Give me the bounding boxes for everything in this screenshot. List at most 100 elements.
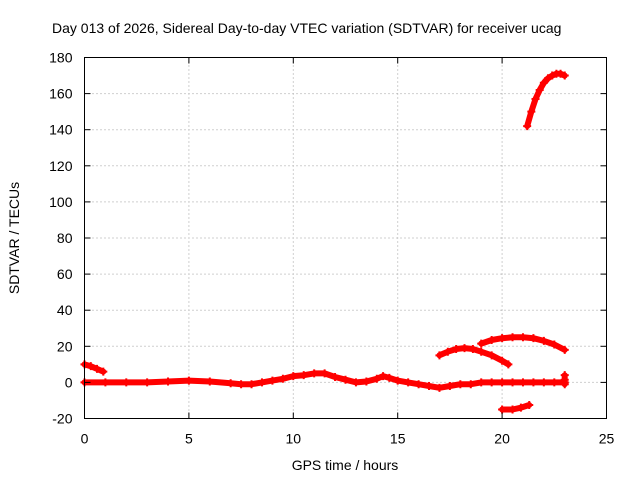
x-tick-label: 25 — [599, 431, 615, 447]
x-axis-label: GPS time / hours — [292, 457, 399, 473]
series-end-spike — [560, 371, 569, 389]
data-point — [508, 405, 517, 414]
data-point — [445, 382, 454, 391]
series-arc-a-line — [436, 345, 512, 368]
data-point — [268, 376, 277, 385]
data-point — [331, 372, 340, 381]
data-point — [498, 334, 507, 343]
data-point — [122, 378, 131, 387]
x-tick-label: 5 — [185, 431, 193, 447]
data-point — [385, 373, 394, 382]
y-tick-label: -20 — [52, 411, 72, 427]
data-point — [508, 378, 517, 387]
x-tick-label: 15 — [390, 431, 406, 447]
data-point — [320, 369, 329, 378]
data-point — [487, 335, 496, 344]
data-point — [164, 377, 173, 386]
data-point — [525, 400, 534, 409]
data-point — [310, 369, 319, 378]
data-point — [550, 378, 559, 387]
data-point — [226, 379, 235, 388]
data-point — [257, 378, 266, 387]
series-main — [80, 369, 569, 392]
series-rise — [523, 69, 569, 131]
data-point — [531, 95, 540, 104]
data-point — [299, 371, 308, 380]
data-point — [535, 85, 544, 94]
data-point — [247, 380, 256, 389]
data-point — [86, 362, 95, 371]
series-arc-b — [477, 333, 569, 354]
data-point — [435, 351, 444, 360]
data-point — [468, 345, 477, 354]
series-arc-c — [498, 400, 534, 414]
data-point — [184, 376, 193, 385]
data-point — [414, 380, 423, 389]
y-tick-label: 60 — [57, 266, 73, 282]
x-tick-label: 10 — [286, 431, 302, 447]
y-axis-label: SDTVAR / TECUs — [6, 182, 22, 294]
data-point — [143, 378, 152, 387]
data-point — [523, 122, 532, 131]
data-point — [556, 69, 565, 78]
data-point — [529, 378, 538, 387]
data-point — [404, 378, 413, 387]
data-point — [539, 78, 548, 87]
data-point — [544, 74, 553, 83]
y-tick-label: 0 — [65, 374, 73, 390]
y-tick-label: 140 — [49, 122, 73, 138]
data-point — [435, 383, 444, 392]
data-point — [278, 374, 287, 383]
axis-ticks: 0 5 10 15 20 25 -20 0 20 40 60 80 100 120 140 160 180 — [49, 50, 614, 447]
y-tick-label: 120 — [49, 158, 73, 174]
data-point — [289, 372, 298, 381]
data-point — [527, 107, 536, 116]
data-point — [237, 380, 246, 389]
data-point — [539, 336, 548, 345]
chart-title: Day 013 of 2026, Sidereal Day-to-day VTE… — [52, 20, 561, 36]
series-arc-c-line — [499, 402, 533, 413]
series-early — [80, 360, 108, 376]
data-point — [351, 378, 360, 387]
data-point — [560, 371, 569, 380]
data-point — [93, 364, 102, 373]
data-point — [518, 378, 527, 387]
data-point — [504, 360, 513, 369]
data-point — [518, 333, 527, 342]
data-point — [393, 376, 402, 385]
data-point — [487, 351, 496, 360]
data-point — [498, 356, 507, 365]
data-point — [548, 71, 557, 80]
data-point — [99, 367, 108, 376]
y-tick-label: 80 — [57, 230, 73, 246]
y-tick-label: 180 — [49, 50, 73, 66]
data-point — [372, 374, 381, 383]
data-point — [539, 378, 548, 387]
data-point — [460, 344, 469, 353]
data-point — [466, 380, 475, 389]
data-point — [477, 347, 486, 356]
data-point — [560, 71, 569, 80]
data-point — [498, 405, 507, 414]
data-point — [498, 378, 507, 387]
data-point — [529, 334, 538, 343]
data-point — [477, 378, 486, 387]
y-tick-label: 100 — [49, 194, 73, 210]
data-point — [452, 345, 461, 354]
data-point — [101, 378, 110, 387]
data-point — [443, 347, 452, 356]
data-point — [560, 345, 569, 354]
data-point — [425, 382, 434, 391]
data-point — [341, 375, 350, 384]
x-tick-label: 20 — [494, 431, 510, 447]
series-arc-a — [435, 344, 513, 369]
data-point — [487, 378, 496, 387]
data-point — [456, 380, 465, 389]
data-point — [205, 377, 214, 386]
data-point — [516, 403, 525, 412]
y-tick-label: 40 — [57, 302, 73, 318]
x-tick-label: 0 — [81, 431, 89, 447]
data-point — [550, 340, 559, 349]
data-point — [379, 372, 388, 381]
